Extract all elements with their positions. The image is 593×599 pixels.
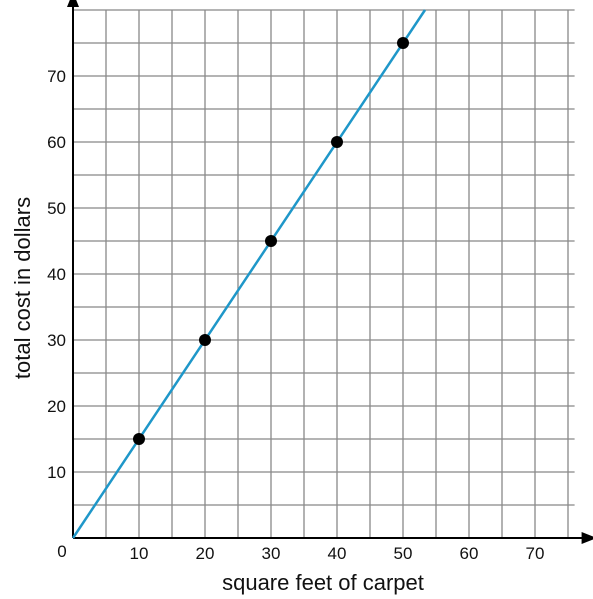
data-point — [199, 334, 211, 346]
y-tick-label: 30 — [47, 331, 66, 350]
x-tick-labels: 10 20 30 40 50 60 70 — [130, 544, 545, 563]
axes — [67, 0, 593, 544]
x-tick-label: 60 — [460, 544, 479, 563]
data-point — [331, 136, 343, 148]
x-tick-label: 40 — [328, 544, 347, 563]
y-tick-label: 50 — [47, 199, 66, 218]
y-tick-label: 40 — [47, 265, 66, 284]
y-tick-label: 70 — [47, 67, 66, 86]
y-tick-label: 10 — [47, 463, 66, 482]
x-tick-label: 70 — [526, 544, 545, 563]
x-axis-arrow — [581, 532, 593, 544]
data-point — [265, 235, 277, 247]
x-tick-label: 30 — [262, 544, 281, 563]
y-tick-label: 20 — [47, 397, 66, 416]
origin-label: 0 — [57, 542, 66, 561]
trend-line — [71, 9, 427, 539]
x-tick-label: 20 — [196, 544, 215, 563]
x-tick-label: 50 — [394, 544, 413, 563]
grid — [73, 9, 575, 538]
y-tick-label: 60 — [47, 133, 66, 152]
y-axis-arrow — [67, 0, 79, 7]
x-axis-title: square feet of carpet — [222, 570, 424, 595]
data-point — [397, 37, 409, 49]
data-point — [133, 433, 145, 445]
y-axis-title: total cost in dollars — [10, 197, 35, 379]
y-tick-labels: 10 20 30 40 50 60 70 — [47, 67, 66, 482]
x-tick-label: 10 — [130, 544, 149, 563]
series — [71, 9, 427, 539]
